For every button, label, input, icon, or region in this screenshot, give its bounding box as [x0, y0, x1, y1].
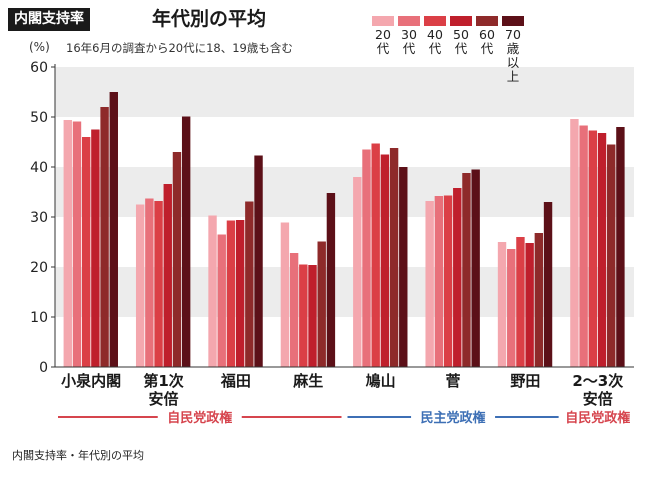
bar [588, 130, 598, 367]
bar [217, 234, 226, 367]
bar [380, 154, 390, 367]
bar [525, 243, 534, 367]
x-tick-label: 麻生 [292, 372, 323, 390]
bar [471, 169, 480, 367]
legend-swatch [476, 16, 498, 26]
y-tick-label: 40 [30, 160, 48, 176]
legend-label: 70 歳以上 [505, 27, 521, 84]
bar [607, 144, 616, 367]
bar [181, 116, 191, 367]
bar [516, 237, 525, 367]
bar [579, 125, 588, 367]
legend-swatch [424, 16, 446, 26]
bar [63, 120, 72, 367]
bar [389, 148, 399, 367]
bar [543, 202, 553, 367]
bar [245, 201, 254, 367]
y-tick-label: 0 [39, 360, 48, 376]
bar [353, 177, 362, 367]
legend-swatch [398, 16, 420, 26]
bar [462, 173, 471, 367]
bar [399, 167, 408, 367]
bar [597, 133, 607, 367]
bar [226, 220, 236, 367]
bar [235, 220, 245, 367]
legend-swatch [372, 16, 394, 26]
y-tick-label: 10 [30, 310, 48, 326]
legend-label: 20 代 [375, 27, 391, 56]
bar [154, 201, 163, 367]
y-tick-label: 20 [30, 260, 48, 276]
bar [453, 188, 462, 367]
grid-band [55, 67, 634, 117]
bar [443, 195, 453, 367]
bar [289, 253, 299, 367]
bar [326, 193, 336, 367]
bar [172, 152, 182, 367]
y-axis-unit: (%) [29, 40, 50, 54]
bar [109, 92, 118, 367]
bar [497, 242, 507, 367]
legend-label: 40 代 [427, 27, 443, 56]
chart-subtitle: 16年6月の調査から20代に18、19歳も含む [66, 41, 293, 55]
bar [254, 155, 263, 367]
bar [317, 241, 326, 367]
bar [72, 121, 82, 367]
legend-swatch [502, 16, 524, 26]
x-tick-label: 第1次安倍 [143, 372, 183, 408]
topic-tag: 内閣支持率 [8, 8, 90, 31]
y-tick-label: 50 [30, 110, 48, 126]
bar [616, 127, 625, 367]
bar [163, 184, 172, 367]
image-caption: 内閣支持率・年代別の平均 [12, 449, 144, 462]
bar [371, 143, 380, 367]
x-tick-label: 小泉内閣 [61, 372, 121, 390]
bar [280, 222, 290, 367]
bar [81, 137, 91, 367]
bar [145, 198, 154, 367]
y-tick-label: 60 [30, 60, 48, 76]
bar [135, 204, 145, 367]
bar [91, 129, 100, 367]
x-tick-label: 菅 [446, 372, 461, 390]
bar [570, 119, 579, 367]
bar [507, 249, 516, 367]
bar [308, 265, 317, 367]
chart-title: 年代別の平均 [152, 8, 267, 30]
bar [434, 196, 444, 367]
legend-swatch [450, 16, 472, 26]
x-tick-label: 福田 [220, 372, 251, 390]
bar [100, 107, 109, 367]
bar [208, 215, 217, 367]
y-tick-label: 30 [30, 210, 48, 226]
bar [534, 233, 544, 367]
legend-label: 60 代 [479, 27, 495, 56]
bar [299, 264, 308, 367]
group-label: 自民党政権 [565, 410, 630, 426]
bar [425, 201, 434, 367]
bar [362, 149, 371, 367]
group-label: 自民党政権 [167, 410, 232, 426]
x-tick-label: 鳩山 [366, 372, 396, 390]
legend-label: 30 代 [401, 27, 417, 56]
x-tick-label: 2〜3次安倍 [572, 372, 623, 408]
legend-label: 50 代 [453, 27, 469, 56]
x-tick-label: 野田 [510, 372, 540, 390]
group-label: 民主党政権 [421, 410, 486, 426]
